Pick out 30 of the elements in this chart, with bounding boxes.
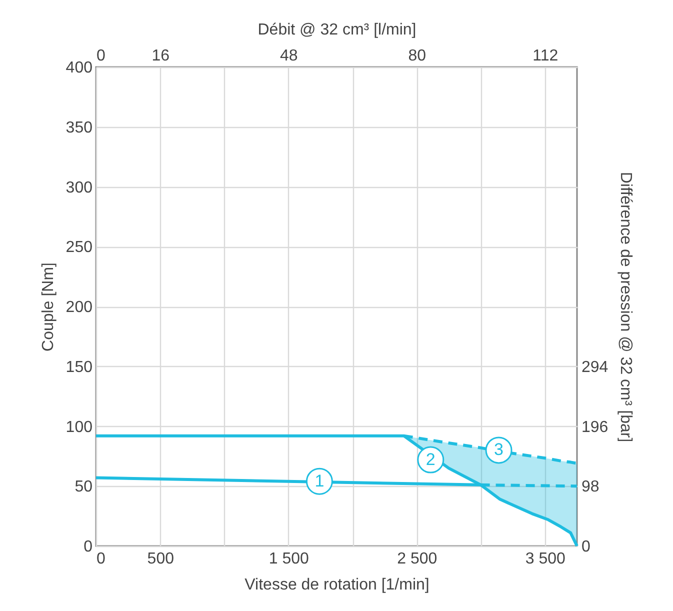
y-tick-label: 250	[66, 239, 93, 256]
y-axis-title: Couple [Nm]	[40, 262, 57, 352]
x-tick-label: 1 500	[268, 550, 310, 568]
x-tick-label: 0	[96, 550, 106, 568]
annotation: 1	[314, 471, 324, 490]
annotation: 3	[494, 440, 504, 460]
y-tick-label: 0	[84, 538, 93, 556]
y2-axis-title: Différence de pression @ 32 cm³ [bar]	[617, 172, 634, 442]
y2-tick-label: 98	[582, 478, 600, 496]
y-tick-label: 400	[66, 60, 93, 76]
x-tick-label: 2 500	[397, 550, 438, 568]
y-tick-label: 150	[66, 358, 93, 376]
y-tick-label: 50	[74, 478, 93, 496]
x-tick-label: 3 500	[525, 550, 566, 568]
annotation: 2	[426, 450, 436, 469]
y2-tick-label: 294	[582, 358, 608, 376]
y2-tick-label: 0	[582, 538, 590, 556]
x2-tick-label: 112	[532, 48, 558, 64]
x2-tick-label: 0	[96, 48, 106, 64]
y-tick-label: 100	[66, 418, 93, 436]
y-tick-label: 350	[66, 119, 93, 136]
x-axis-title: Vitesse de rotation [1/min]	[244, 576, 430, 594]
x2-axis-title: Débit @ 32 cm³ [l/min]	[258, 22, 416, 38]
y2-tick-label: 196	[582, 418, 608, 436]
x2-tick-label: 16	[152, 48, 170, 64]
y-tick-label: 300	[66, 179, 93, 196]
x-tick-label: 500	[147, 550, 174, 568]
x2-tick-label: 48	[280, 48, 298, 64]
y-tick-label: 200	[66, 299, 93, 316]
x2-tick-label: 80	[408, 48, 426, 64]
